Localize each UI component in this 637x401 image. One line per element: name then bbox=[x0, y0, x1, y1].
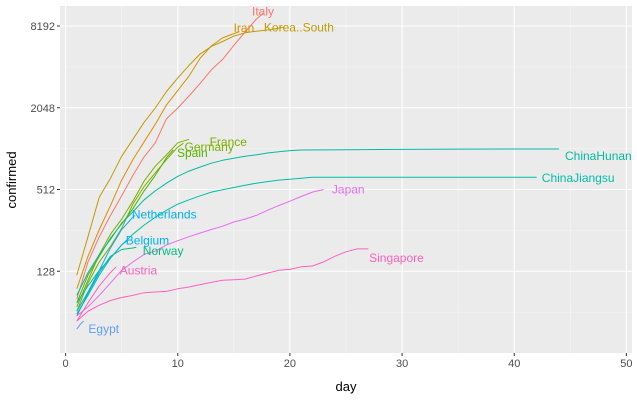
y-tick-label: 2048 bbox=[31, 103, 55, 115]
series-label-egypt: Egypt bbox=[88, 322, 119, 336]
series-label-korea-south: Korea..South bbox=[264, 20, 334, 34]
series-line-singapore bbox=[76, 248, 369, 322]
series-line-norway bbox=[76, 246, 137, 317]
x-tick-label: 20 bbox=[284, 358, 296, 370]
series-line-netherlands bbox=[76, 215, 136, 312]
y-tick-label: 512 bbox=[37, 185, 55, 197]
x-tick-label: 10 bbox=[172, 358, 184, 370]
series-lines bbox=[76, 13, 560, 330]
series-label-netherlands: Netherlands bbox=[132, 208, 197, 222]
series-label-germany: Germany bbox=[185, 140, 234, 154]
series-line-iran bbox=[76, 31, 240, 289]
minor-gridlines bbox=[60, 6, 632, 353]
series-label-norway: Norway bbox=[143, 244, 184, 258]
x-axis-title: day bbox=[336, 379, 357, 394]
series-label-singapore: Singapore bbox=[369, 251, 424, 265]
series-label-italy: Italy bbox=[252, 4, 274, 18]
y-tick-label: 128 bbox=[37, 266, 55, 278]
x-tick-label: 30 bbox=[396, 358, 408, 370]
series-line-chinajiangsu bbox=[76, 176, 537, 304]
series-label-spain: Spain bbox=[177, 146, 208, 160]
series-label-austria: Austria bbox=[120, 263, 158, 277]
x-axis: 0 10 20 30 40 50 bbox=[63, 353, 633, 370]
x-tick-label: 0 bbox=[63, 358, 69, 370]
series-line-korea-south bbox=[76, 26, 285, 276]
series-label-chinahunan: ChinaHunan bbox=[565, 149, 632, 163]
y-axis: 128 512 2048 8192 bbox=[31, 21, 60, 278]
series-label-japan: Japan bbox=[332, 183, 365, 197]
series-line-austria bbox=[76, 266, 117, 322]
series-line-egypt bbox=[76, 320, 84, 330]
y-tick-label: 8192 bbox=[31, 21, 55, 33]
series-line-spain bbox=[76, 149, 174, 303]
series-label-chinajiangsu: ChinaJiangsu bbox=[542, 171, 615, 185]
series-label-iran: Iran bbox=[234, 21, 255, 35]
series-line-japan bbox=[76, 189, 324, 317]
series-line-germany bbox=[76, 142, 184, 312]
series-line-belgium bbox=[76, 240, 128, 315]
series-label-belgium: Belgium bbox=[126, 234, 169, 248]
series-line-chinahunan bbox=[76, 148, 560, 296]
series-line-italy bbox=[76, 13, 264, 300]
x-tick-label: 40 bbox=[508, 358, 520, 370]
series-label-france: France bbox=[210, 135, 248, 149]
y-axis-title: confirmed bbox=[4, 151, 19, 208]
x-tick-label: 50 bbox=[620, 358, 632, 370]
